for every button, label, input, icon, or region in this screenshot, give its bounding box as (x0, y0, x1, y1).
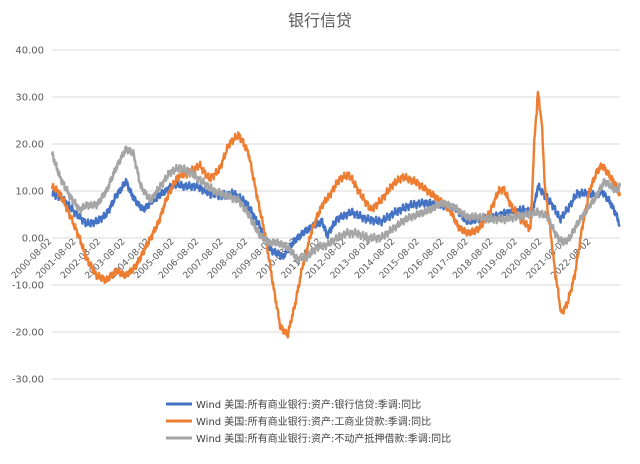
y-axis: 40.00 30.00 20.00 10.00 0.00 -10.00 -20.00 -30.… (12, 46, 44, 386)
y-tick-label: 40.00 (15, 46, 44, 57)
legend-label-1: Wind 美国:所有商业银行:资产:银行信贷:季调:同比 (196, 398, 421, 411)
y-tick-label: -10.00 (12, 281, 44, 292)
y-tick-label: 10.00 (15, 187, 44, 198)
series-line-2 (50, 90, 622, 339)
y-tick-label: 0.00 (22, 234, 44, 245)
y-tick-label: -30.00 (12, 375, 44, 386)
y-tick-label: 30.00 (15, 93, 44, 104)
legend: Wind 美国:所有商业银行:资产:银行信贷:季调:同比 Wind 美国:所有商业… (166, 398, 451, 445)
y-tick-label: -20.00 (12, 328, 44, 339)
legend-label-3: Wind 美国:所有商业银行:资产:不动产抵押借款:季调:同比 (196, 432, 451, 445)
series-line-3 (50, 145, 622, 264)
chart-title: 银行信贷 (288, 11, 352, 30)
y-tick-label: 20.00 (15, 140, 44, 151)
series-group (50, 90, 622, 339)
legend-label-2: Wind 美国:所有商业银行:资产:工商业贷款:季调:同比 (196, 415, 431, 428)
